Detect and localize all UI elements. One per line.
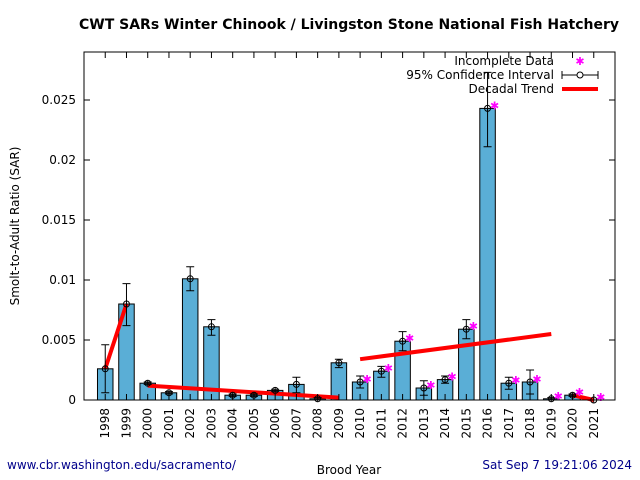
trend-line-2 — [147, 383, 340, 400]
incomplete-marker-2014: ✱ — [447, 371, 456, 384]
y-tick-label: 0 — [68, 393, 76, 407]
point-cross-2016 — [484, 105, 491, 112]
legend-trend-label: Decadal Trend — [468, 82, 554, 96]
x-tick-label: 2012 — [396, 408, 410, 439]
incomplete-marker-2010: ✱ — [363, 373, 372, 386]
x-tick-label: 2009 — [332, 408, 346, 439]
incomplete-marker-2015: ✱ — [469, 320, 478, 333]
incomplete-marker-2016: ✱ — [490, 99, 499, 112]
x-tick-label: 2005 — [247, 408, 261, 439]
chart-title: CWT SARs Winter Chinook / Livingston Sto… — [79, 17, 619, 33]
x-axis-label: Brood Year — [317, 463, 381, 477]
plot-frame — [83, 51, 616, 401]
y-tick-label: 0.01 — [49, 273, 76, 287]
legend-incomplete-label: Incomplete Data — [454, 54, 554, 68]
x-tick-label: 1998 — [98, 408, 112, 439]
point-cross-2015 — [463, 326, 470, 333]
point-cross-2010 — [357, 379, 364, 385]
x-tick-label: 2019 — [544, 408, 558, 439]
legend-ci-point — [576, 71, 584, 79]
trend-line-3 — [359, 332, 552, 362]
x-tick-label: 2001 — [162, 408, 176, 439]
point-cross-2017 — [505, 380, 512, 387]
point-cross-2012 — [399, 338, 406, 345]
x-tick-label: 2013 — [417, 408, 431, 439]
x-tick-label: 1999 — [119, 408, 133, 439]
incomplete-marker-2018: ✱ — [532, 373, 541, 386]
x-tick-label: 2021 — [587, 408, 601, 439]
point-cross-2002 — [187, 275, 194, 282]
legend-incomplete-symbol: ✱ — [575, 55, 584, 68]
x-tick-label: 2006 — [268, 408, 282, 439]
point-cross-2003 — [208, 323, 215, 330]
incomplete-marker-2020: ✱ — [575, 386, 584, 399]
point-cross-2009 — [335, 359, 342, 366]
x-tick-label: 2016 — [481, 408, 495, 439]
legend: Incomplete Data 95% Confidence Interval … — [406, 54, 599, 96]
y-axis-label: Smolt-to-Adult Ratio (SAR) — [8, 147, 22, 306]
footer-url[interactable]: www.cbr.washington.edu/sacramento/ — [7, 458, 236, 472]
incomplete-marker-2011: ✱ — [384, 362, 393, 375]
trend-line-1 — [103, 303, 129, 370]
x-tick-label: 2014 — [438, 408, 452, 439]
y-tick-label: 0.005 — [42, 333, 76, 347]
x-tick-label: 2015 — [459, 408, 473, 439]
point-cross-2011 — [378, 368, 385, 375]
point-cross-1998 — [102, 365, 109, 372]
x-tick-label: 2004 — [226, 408, 240, 439]
incomplete-marker-2012: ✱ — [405, 332, 414, 345]
incomplete-marker-2017: ✱ — [511, 374, 520, 387]
y-tick-label: 0.02 — [49, 153, 76, 167]
x-tick-label: 2003 — [204, 408, 218, 439]
point-cross-2014 — [442, 376, 449, 383]
x-tick-label: 2010 — [353, 408, 367, 439]
point-cross-2007 — [293, 381, 300, 388]
point-cross-2018 — [527, 379, 534, 385]
x-tick-label: 2018 — [523, 408, 537, 439]
bar-2016 — [479, 107, 496, 401]
point-cross-2000 — [144, 380, 151, 387]
y-tick-label: 0.015 — [42, 213, 76, 227]
bar-2015 — [458, 328, 475, 401]
y-tick-label: 0.025 — [42, 93, 76, 107]
point-cross-2013 — [420, 385, 427, 391]
x-tick-label: 2000 — [141, 408, 155, 439]
point-cross-1999 — [123, 301, 130, 307]
x-tick-label: 2020 — [566, 408, 580, 439]
incomplete-marker-2013: ✱ — [426, 379, 435, 392]
point-cross-2006 — [272, 387, 279, 394]
x-tick-label: 2017 — [502, 408, 516, 439]
incomplete-marker-2021: ✱ — [596, 391, 605, 404]
bar-2002 — [181, 278, 199, 401]
legend-ci-label: 95% Confidence Interval — [406, 68, 554, 82]
footer-timestamp: Sat Sep 7 19:21:06 2024 — [482, 458, 632, 472]
x-tick-label: 2011 — [374, 408, 388, 439]
x-tick-label: 2007 — [289, 408, 303, 439]
incomplete-marker-2019: ✱ — [554, 390, 563, 403]
x-tick-label: 2002 — [183, 408, 197, 439]
x-tick-label: 2008 — [311, 408, 325, 439]
